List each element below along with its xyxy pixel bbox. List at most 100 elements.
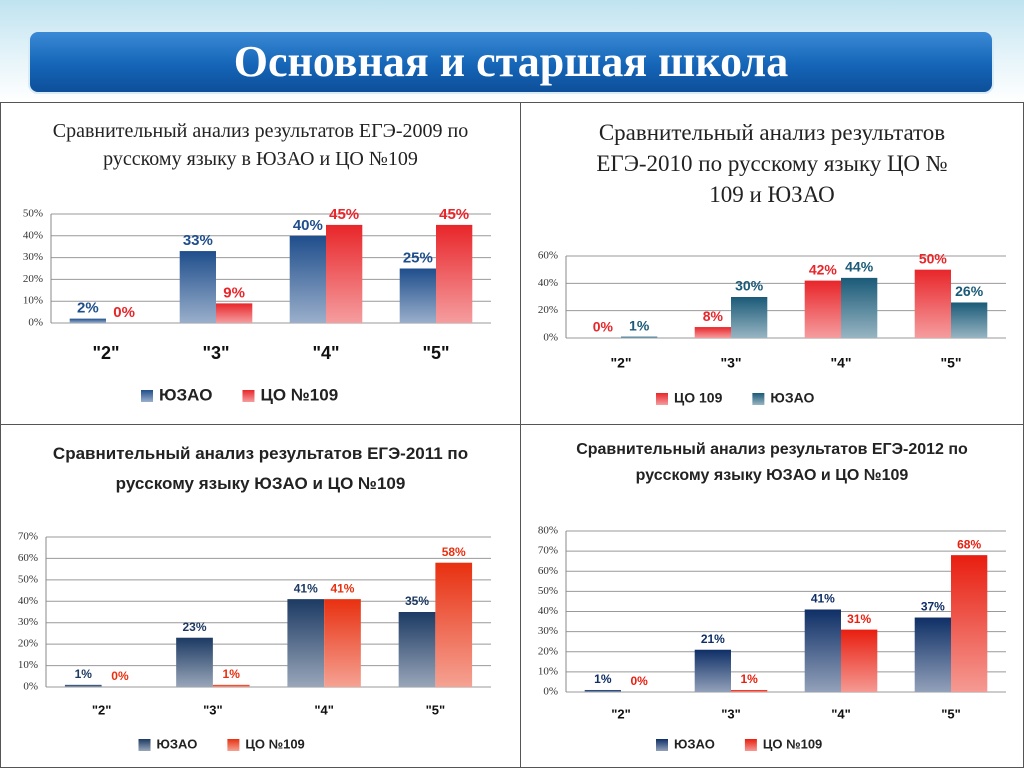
value-label: 1% — [594, 672, 612, 686]
value-label: 35% — [405, 594, 429, 608]
value-label: 8% — [703, 308, 724, 324]
legend-swatch — [141, 390, 153, 402]
x-tick-label: "4" — [312, 343, 339, 363]
bar — [289, 235, 326, 323]
bar — [64, 684, 102, 687]
chart-title: Сравнительный анализ результатов ЕГЭ-201… — [596, 120, 948, 207]
y-tick-label: 0% — [23, 681, 38, 693]
chart-panel: Сравнительный анализ результатов ЕГЭ-200… — [0, 102, 521, 425]
value-label: 37% — [921, 600, 945, 614]
chart: 0% 20% 40% 60% "2" 0% 1% "3" 8% 30% "4" 42% 44% "5" 50… — [538, 250, 1006, 406]
legend-swatch — [138, 739, 151, 751]
value-label: 1% — [75, 667, 93, 681]
bar — [435, 562, 473, 687]
bar — [694, 327, 731, 338]
y-tick-label: 10% — [18, 659, 38, 671]
value-label: 31% — [847, 612, 871, 626]
bar — [694, 649, 731, 692]
chart-title: Сравнительный анализ результатов ЕГЭ-200… — [52, 120, 469, 170]
bar — [398, 612, 436, 687]
legend-label: ЮЗАО — [157, 736, 198, 751]
x-tick-label: "5" — [422, 343, 449, 363]
chart: 0% 10% 20% 30% 40% 50% 60% 70% 80% "2" 1% 0% "3" 21% 1… — [538, 525, 1006, 751]
legend-label: ЮЗАО — [674, 736, 715, 751]
x-tick-label: "2" — [92, 343, 119, 363]
y-tick-label: 0% — [543, 686, 558, 698]
legend-label: ЦО 109 — [674, 390, 723, 406]
x-tick-label: "3" — [721, 706, 741, 721]
y-tick-label: 50% — [538, 585, 558, 597]
y-tick-label: 10% — [538, 665, 558, 677]
value-label: 45% — [329, 206, 359, 223]
y-tick-label: 40% — [538, 277, 558, 289]
chart-title: Сравнительный анализ результатов ЕГЭ-201… — [52, 444, 469, 493]
legend-swatch — [752, 393, 765, 405]
value-label: 21% — [701, 632, 725, 646]
x-tick-label: "5" — [426, 702, 446, 717]
value-label: 0% — [111, 669, 129, 683]
value-label: 30% — [735, 278, 764, 294]
y-tick-label: 40% — [538, 605, 558, 617]
bar — [584, 689, 621, 692]
y-tick-label: 60% — [538, 250, 558, 262]
bar — [621, 336, 658, 338]
bar — [804, 609, 841, 692]
y-tick-label: 20% — [538, 304, 558, 316]
chart-panel: Сравнительный анализ результатов ЕГЭ-201… — [520, 102, 1024, 425]
value-label: 68% — [957, 537, 981, 551]
bar — [436, 224, 473, 323]
value-label: 45% — [439, 206, 469, 223]
legend-swatch — [744, 739, 757, 751]
bar — [731, 297, 768, 338]
value-label: 42% — [809, 261, 838, 277]
bar — [176, 637, 213, 687]
bar — [212, 684, 250, 687]
value-label: 1% — [223, 667, 241, 681]
value-label: 41% — [294, 581, 318, 595]
y-tick-label: 40% — [18, 595, 38, 607]
legend-label: ЦО №109 — [260, 385, 338, 404]
chart: 0% 10% 20% 30% 40% 50% "2" 2% 0% "3" 33% 9% "4" 40% 45… — [23, 206, 491, 404]
y-tick-label: 70% — [538, 545, 558, 557]
x-tick-label: "4" — [831, 706, 851, 721]
value-label: 41% — [811, 592, 835, 606]
value-label: 0% — [113, 304, 135, 321]
chart-title: Сравнительный анализ результатов ЕГЭ-201… — [576, 441, 968, 484]
y-tick-label: 80% — [538, 525, 558, 537]
value-label: 1% — [740, 672, 758, 686]
chart-panel: Сравнительный анализ результатов ЕГЭ-201… — [0, 424, 521, 768]
legend-label: ЦО №109 — [763, 736, 822, 751]
bar — [287, 599, 325, 687]
slide-title: Основная и старшая школа — [28, 30, 994, 94]
bar — [324, 599, 361, 687]
legend-swatch — [227, 739, 240, 751]
value-label: 50% — [919, 250, 948, 266]
legend-label: ЮЗАО — [770, 390, 814, 406]
x-tick-label: "5" — [941, 706, 961, 721]
legend-label: ЮЗАО — [159, 385, 212, 404]
bar — [914, 269, 951, 338]
legend-swatch — [656, 739, 668, 751]
bar — [731, 689, 768, 692]
x-tick-label: "5" — [940, 355, 961, 371]
y-tick-label: 0% — [28, 317, 43, 329]
x-tick-label: "4" — [314, 702, 334, 717]
value-label: 41% — [330, 581, 354, 595]
bar — [914, 617, 951, 692]
y-tick-label: 30% — [23, 251, 43, 263]
y-tick-label: 40% — [23, 229, 43, 241]
y-tick-label: 30% — [538, 625, 558, 637]
value-label: 58% — [442, 545, 466, 559]
value-label: 0% — [630, 674, 648, 688]
value-label: 44% — [845, 259, 874, 275]
bar — [216, 303, 253, 323]
bar — [179, 251, 216, 323]
value-label: 1% — [629, 317, 650, 333]
value-label: 26% — [955, 283, 984, 299]
y-tick-label: 20% — [538, 645, 558, 657]
y-tick-label: 20% — [18, 638, 38, 650]
y-tick-label: 70% — [18, 531, 38, 543]
x-tick-label: "3" — [720, 355, 741, 371]
y-tick-label: 50% — [23, 208, 43, 220]
